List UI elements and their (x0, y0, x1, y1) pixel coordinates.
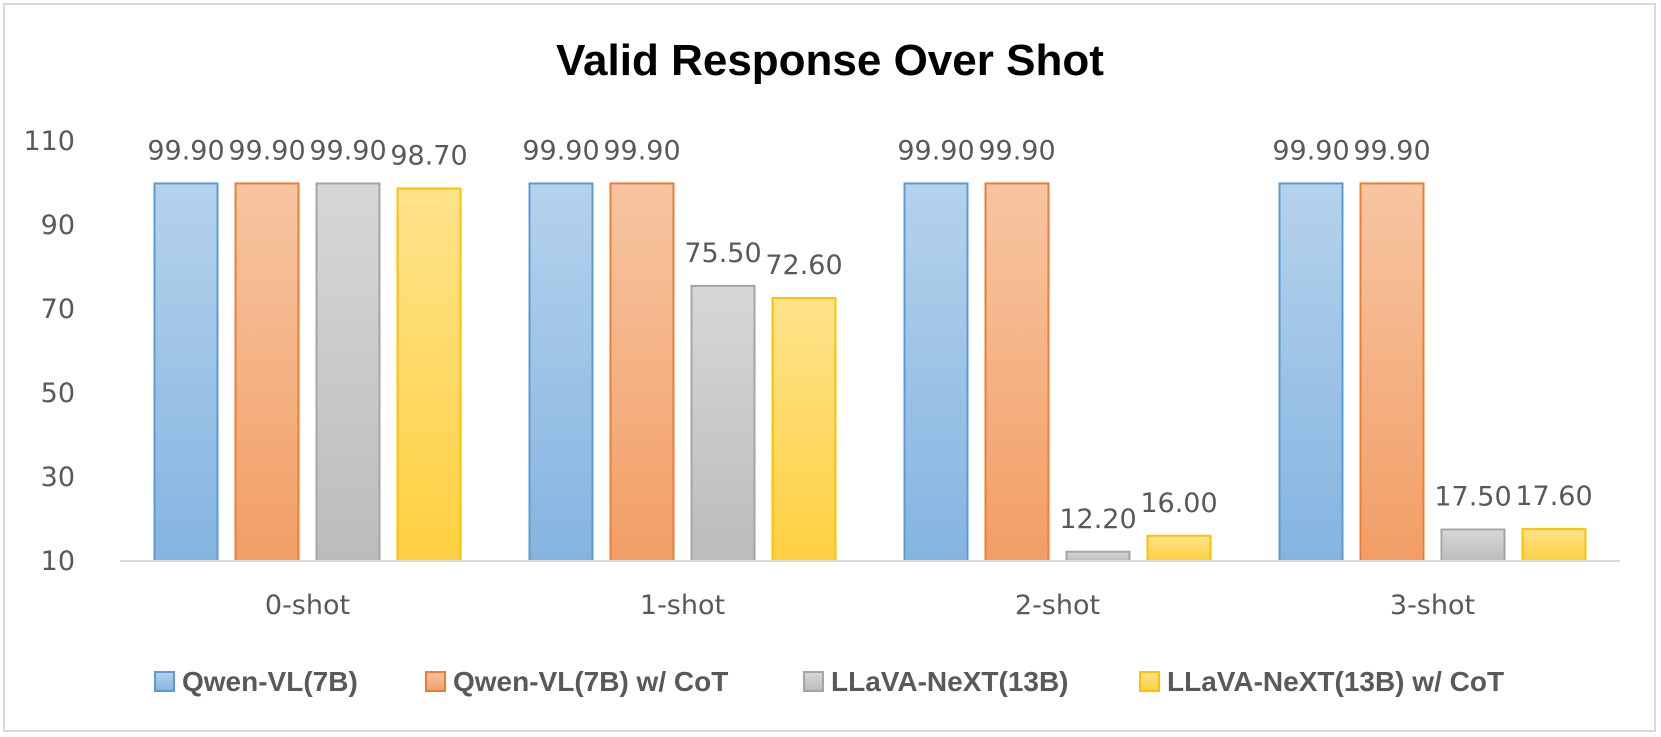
bar (1440, 528, 1506, 562)
bar (153, 182, 219, 562)
data-label: 17.60 (1515, 481, 1592, 512)
data-label: 99.90 (228, 135, 305, 166)
data-label: 99.90 (603, 135, 680, 166)
y-tick-label: 30 (41, 462, 75, 493)
x-tick-label: 2-shot (1015, 590, 1100, 621)
bar (690, 284, 756, 562)
x-tick-label: 1-shot (640, 590, 725, 621)
data-label: 72.60 (765, 250, 842, 281)
x-tick-label: 3-shot (1390, 590, 1475, 621)
x-tick-label: 0-shot (265, 590, 350, 621)
bar (1521, 528, 1587, 563)
legend-label: LLaVA-NeXT(13B) (831, 666, 1069, 697)
bar (528, 182, 594, 562)
data-label: 99.90 (309, 135, 386, 166)
bar (396, 187, 462, 563)
bar (903, 182, 969, 562)
bar (609, 182, 675, 562)
data-label: 99.90 (1272, 135, 1349, 166)
legend-swatch (1139, 671, 1160, 692)
bar (315, 182, 381, 562)
y-tick-label: 70 (41, 294, 75, 325)
data-label: 12.20 (1059, 504, 1136, 535)
bar (1065, 550, 1131, 563)
data-label: 17.50 (1434, 482, 1511, 513)
y-tick-label: 90 (41, 210, 75, 241)
y-tick-label: 50 (41, 378, 75, 409)
bar (234, 182, 300, 562)
bar (1146, 534, 1212, 562)
legend-swatch (803, 671, 824, 692)
data-label: 99.90 (147, 135, 224, 166)
legend-swatch (154, 671, 175, 692)
bar (1278, 182, 1344, 562)
bar (1359, 182, 1425, 562)
legend-label: LLaVA-NeXT(13B) w/ CoT (1167, 666, 1504, 697)
y-axis: 10 30 50 70 90 110 (23, 126, 75, 577)
data-label: 75.50 (684, 238, 761, 269)
bar (771, 297, 837, 562)
y-tick-label: 110 (23, 126, 75, 157)
chart-title: Valid Response Over Shot (556, 36, 1104, 85)
data-label: 16.00 (1140, 488, 1217, 519)
data-label: 99.90 (1353, 135, 1430, 166)
data-label: 99.90 (897, 135, 974, 166)
data-label: 99.90 (978, 135, 1055, 166)
data-label: 99.90 (522, 135, 599, 166)
legend-label: Qwen-VL(7B) w/ CoT (453, 666, 728, 697)
x-axis: 0-shot 1-shot 2-shot 3-shot (265, 590, 1475, 621)
legend: Qwen-VL(7B) Qwen-VL(7B) w/ CoT LLaVA-NeXT(… (154, 666, 1504, 697)
legend-label: Qwen-VL(7B) (182, 666, 358, 697)
y-tick-label: 10 (41, 546, 75, 577)
bar (984, 182, 1050, 562)
legend-swatch (425, 671, 446, 692)
data-label: 98.70 (390, 140, 467, 171)
